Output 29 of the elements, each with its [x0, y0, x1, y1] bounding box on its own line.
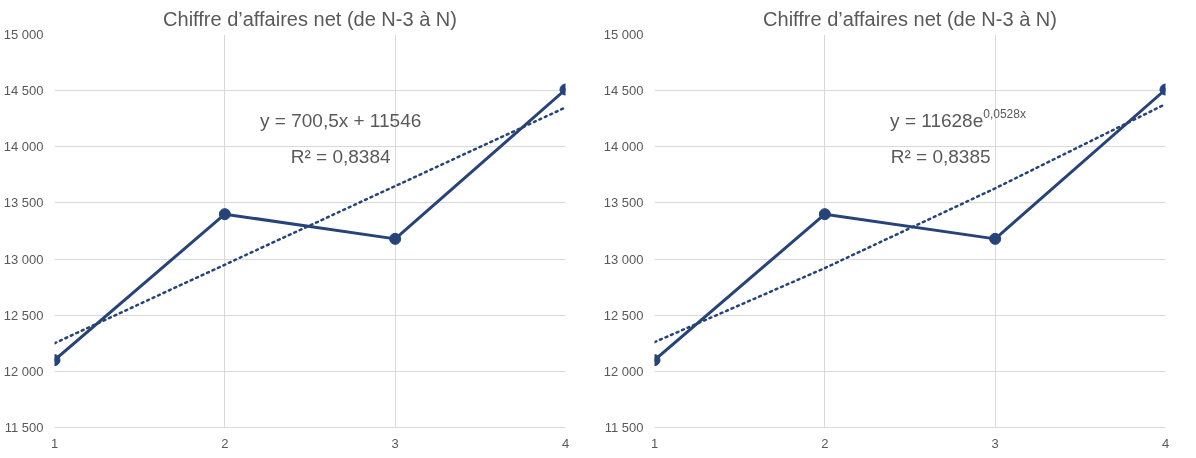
x-tick-label: 2 — [221, 435, 229, 451]
y-tick-label: 14 500 — [603, 83, 644, 99]
y-tick-label: 14 500 — [3, 83, 44, 99]
y-tick-label: 13 500 — [603, 195, 644, 211]
chart-title: Chiffre d’affaires net (de N-3 à N) — [763, 7, 1057, 30]
annotation: y = 700,5x + 11546 — [260, 110, 422, 132]
y-tick-label: 14 000 — [603, 139, 644, 155]
x-tick-label: 3 — [391, 435, 399, 451]
y-tick-label: 12 500 — [3, 307, 44, 323]
y-tick-label: 12 000 — [3, 363, 44, 379]
y-tick-label: 12 000 — [603, 363, 644, 379]
x-tick-label: 4 — [561, 435, 570, 451]
y-tick-label: 13 000 — [603, 251, 644, 267]
x-tick-label: 3 — [991, 435, 999, 451]
x-tick-label: 2 — [821, 435, 829, 451]
x-tick-label: 1 — [50, 435, 59, 451]
y-tick-label: 12 500 — [603, 307, 644, 323]
y-tick-label: 13 000 — [3, 251, 44, 267]
x-tick-label: 4 — [1161, 435, 1170, 451]
y-tick-label: 13 500 — [3, 195, 44, 211]
y-tick-label: 11 500 — [604, 420, 644, 435]
y-tick-label: 14 000 — [3, 139, 44, 155]
x-tick-label: 1 — [650, 435, 659, 451]
y-tick-label: 11 500 — [4, 420, 44, 435]
annotation: R² = 0,8385 — [890, 145, 991, 167]
chart-title: Chiffre d’affaires net (de N-3 à N) — [163, 7, 457, 30]
y-tick-label: 15 000 — [3, 27, 44, 42]
annotation: R² = 0,8384 — [290, 145, 391, 167]
y-tick-label: 15 000 — [603, 27, 644, 42]
